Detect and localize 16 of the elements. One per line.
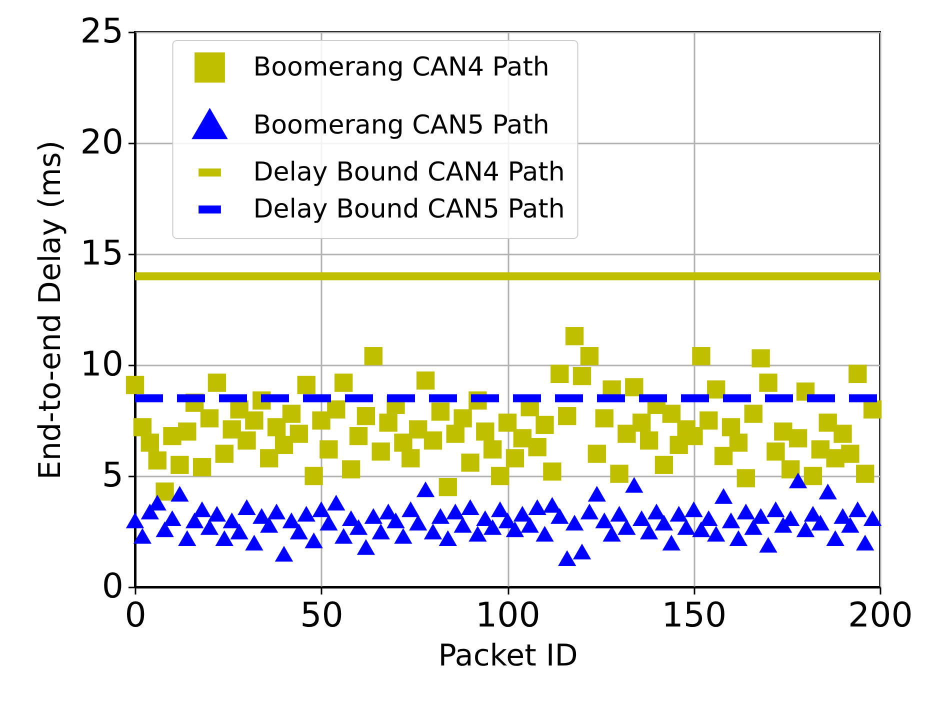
x-tick-label: 200 bbox=[848, 596, 913, 636]
y-tick-label: 20 bbox=[80, 122, 124, 162]
legend-label: Delay Bound CAN5 Path bbox=[253, 194, 565, 224]
legend-label: Boomerang CAN4 Path bbox=[253, 52, 550, 82]
x-axis-title: Packet ID bbox=[438, 638, 578, 674]
y-tick-label: 25 bbox=[80, 12, 124, 52]
y-tick-label: 0 bbox=[102, 566, 124, 606]
y-tick-label: 10 bbox=[80, 344, 124, 384]
legend-label: Delay Bound CAN4 Path bbox=[253, 158, 565, 188]
y-tick-label: 5 bbox=[102, 456, 124, 496]
y-axis-title: End-to-end Delay (ms) bbox=[33, 140, 68, 480]
legend-label: Boomerang CAN5 Path bbox=[253, 110, 550, 140]
x-tick-label: 50 bbox=[300, 596, 344, 636]
y-tick-label: 15 bbox=[80, 234, 124, 274]
x-tick-label: 100 bbox=[476, 596, 540, 636]
x-tick-label: 150 bbox=[662, 596, 727, 636]
